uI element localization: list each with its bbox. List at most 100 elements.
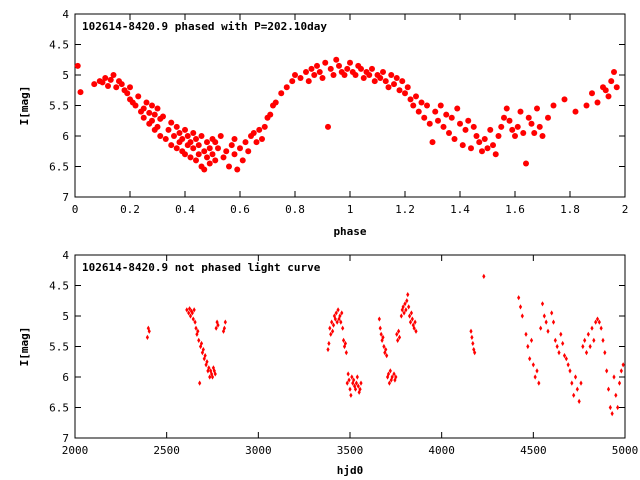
- x-tick-label: 1.4: [450, 203, 470, 216]
- data-point: [184, 133, 191, 139]
- data-point: [608, 78, 615, 85]
- data-point: [407, 96, 414, 103]
- data-point: [195, 142, 202, 149]
- y-tick-label: 5: [62, 69, 69, 82]
- data-point: [211, 365, 216, 371]
- y-tick-label: 6.5: [49, 402, 69, 415]
- data-point: [146, 109, 153, 116]
- data-point: [322, 59, 329, 66]
- data-point: [209, 368, 213, 374]
- data-point: [319, 75, 326, 82]
- data-point: [245, 148, 252, 155]
- data-point: [333, 316, 337, 322]
- data-point: [222, 325, 227, 331]
- x-tick-label: 4000: [428, 444, 455, 457]
- y-tick-label: 5.5: [49, 341, 69, 354]
- data-point: [579, 380, 583, 386]
- data-point: [165, 126, 172, 133]
- x-axis-label: hjd0: [337, 464, 364, 477]
- data-point: [358, 386, 362, 392]
- data-point: [331, 322, 336, 328]
- data-point: [399, 313, 403, 319]
- data-point: [495, 133, 502, 139]
- data-point: [392, 371, 396, 377]
- data-point: [147, 328, 151, 334]
- data-point: [113, 84, 120, 91]
- data-point: [193, 136, 199, 143]
- data-point: [326, 346, 330, 353]
- data-point: [384, 346, 388, 353]
- y-tick-label: 5.5: [49, 100, 69, 113]
- data-point: [345, 380, 349, 386]
- x-tick-label: 3000: [245, 444, 272, 457]
- data-point: [316, 68, 323, 75]
- data-point: [503, 105, 510, 112]
- data-point: [369, 65, 375, 72]
- x-tick-label: 0: [72, 203, 79, 216]
- data-point: [192, 307, 196, 313]
- data-point: [390, 374, 394, 380]
- data-point: [407, 304, 411, 310]
- data-point: [168, 119, 175, 126]
- data-point: [492, 151, 499, 158]
- data-point: [539, 133, 546, 139]
- data-point: [360, 75, 367, 82]
- data-point: [534, 105, 540, 112]
- data-point: [396, 337, 400, 343]
- data-point: [353, 386, 358, 392]
- data-point: [329, 331, 333, 337]
- data-point: [539, 325, 543, 331]
- data-point: [135, 93, 142, 100]
- data-point: [393, 377, 397, 383]
- data-point: [325, 123, 331, 130]
- data-point: [448, 114, 455, 121]
- data-point: [482, 273, 486, 279]
- data-point: [414, 328, 418, 334]
- data-point: [599, 325, 603, 331]
- data-point: [237, 145, 243, 152]
- data-point: [303, 68, 309, 75]
- y-tick-label: 5: [62, 310, 69, 323]
- data-point: [173, 145, 180, 152]
- data-point: [601, 337, 605, 343]
- data-point: [561, 96, 568, 103]
- data-point: [537, 380, 541, 386]
- data-point: [553, 337, 557, 343]
- data-point: [358, 65, 364, 72]
- data-point: [226, 163, 232, 170]
- data-point: [371, 78, 378, 85]
- chart-title: 102614-8420.9 not phased light curve: [82, 261, 321, 274]
- data-point: [187, 139, 194, 146]
- data-point: [168, 142, 175, 149]
- data-point: [557, 350, 561, 356]
- data-point: [583, 102, 590, 109]
- data-point: [443, 111, 450, 118]
- data-point: [383, 350, 387, 356]
- data-point: [410, 316, 414, 322]
- data-point: [602, 87, 609, 94]
- data-point: [348, 386, 352, 392]
- data-point: [395, 331, 399, 337]
- data-point: [193, 319, 197, 325]
- data-point: [468, 145, 474, 152]
- data-point: [343, 340, 348, 347]
- data-point: [197, 337, 201, 343]
- data-point: [408, 319, 413, 325]
- data-point: [223, 148, 230, 155]
- data-point: [568, 368, 572, 374]
- data-point: [190, 310, 194, 316]
- data-point: [187, 306, 192, 312]
- data-point: [528, 120, 535, 127]
- data-point: [396, 87, 403, 94]
- data-point: [517, 108, 524, 115]
- data-point: [200, 350, 205, 356]
- data-point: [228, 142, 235, 149]
- y-tick-label: 4.5: [49, 39, 69, 52]
- data-point: [413, 319, 417, 325]
- data-point: [429, 139, 436, 146]
- data-point: [149, 117, 155, 124]
- y-tick-label: 4: [62, 8, 69, 21]
- data-point: [412, 325, 416, 331]
- data-point: [102, 75, 109, 82]
- data-point: [424, 102, 430, 109]
